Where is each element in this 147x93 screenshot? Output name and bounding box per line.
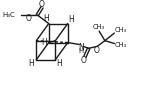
Text: O: O: [26, 14, 32, 23]
Text: H: H: [41, 38, 47, 47]
Text: H: H: [43, 14, 49, 23]
Text: H₃C: H₃C: [3, 12, 15, 18]
Text: H: H: [78, 48, 84, 54]
Text: CH₃: CH₃: [115, 42, 127, 48]
Text: H: H: [69, 15, 74, 24]
Text: H: H: [29, 59, 34, 68]
Text: O: O: [93, 46, 99, 55]
Text: O: O: [39, 0, 45, 9]
Text: N: N: [78, 43, 84, 52]
Text: CH₃: CH₃: [92, 24, 104, 30]
Text: H: H: [56, 59, 62, 68]
Text: O: O: [81, 56, 87, 65]
Text: CH₃: CH₃: [115, 27, 127, 33]
